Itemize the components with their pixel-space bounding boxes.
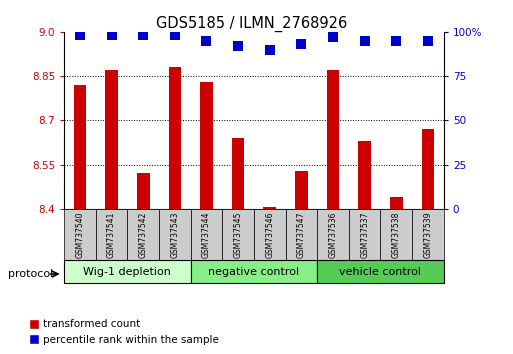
Point	[361, 38, 369, 44]
FancyBboxPatch shape	[286, 209, 317, 260]
Text: GSM737540: GSM737540	[75, 211, 85, 258]
FancyBboxPatch shape	[191, 209, 222, 260]
Text: GSM737546: GSM737546	[265, 211, 274, 258]
Bar	[422, 129, 434, 209]
Text: GSM737541: GSM737541	[107, 211, 116, 258]
Text: GSM737539: GSM737539	[423, 211, 432, 258]
Text: GDS5185 / ILMN_2768926: GDS5185 / ILMN_2768926	[156, 16, 347, 32]
Point	[107, 33, 115, 38]
Text: GSM737547: GSM737547	[297, 211, 306, 258]
FancyBboxPatch shape	[412, 209, 444, 260]
FancyBboxPatch shape	[254, 209, 286, 260]
Text: vehicle control: vehicle control	[340, 267, 422, 277]
Text: protocol: protocol	[8, 269, 53, 279]
Text: GSM737536: GSM737536	[328, 211, 338, 258]
Text: GSM737544: GSM737544	[202, 211, 211, 258]
Bar	[327, 70, 339, 209]
FancyBboxPatch shape	[96, 209, 127, 260]
FancyBboxPatch shape	[317, 209, 349, 260]
Point	[139, 33, 147, 38]
Point	[329, 34, 337, 40]
Point	[297, 41, 305, 47]
Text: GSM737545: GSM737545	[233, 211, 243, 258]
Point	[234, 43, 242, 49]
Point	[171, 33, 179, 38]
FancyBboxPatch shape	[191, 260, 317, 283]
Point	[424, 38, 432, 44]
Bar	[137, 173, 149, 209]
Bar	[105, 70, 118, 209]
Text: negative control: negative control	[208, 267, 300, 277]
Text: GSM737537: GSM737537	[360, 211, 369, 258]
Text: GSM737542: GSM737542	[139, 211, 148, 258]
Point	[76, 33, 84, 38]
Bar	[232, 138, 244, 209]
Bar	[295, 171, 308, 209]
FancyBboxPatch shape	[159, 209, 191, 260]
FancyBboxPatch shape	[222, 209, 254, 260]
FancyBboxPatch shape	[349, 209, 381, 260]
Legend: transformed count, percentile rank within the sample: transformed count, percentile rank withi…	[26, 315, 224, 349]
Point	[202, 38, 210, 44]
Bar	[168, 67, 181, 209]
FancyBboxPatch shape	[381, 209, 412, 260]
Bar	[263, 207, 276, 209]
Bar	[74, 85, 86, 209]
FancyBboxPatch shape	[64, 209, 96, 260]
FancyBboxPatch shape	[64, 260, 191, 283]
Bar	[390, 197, 403, 209]
FancyBboxPatch shape	[317, 260, 444, 283]
Point	[266, 47, 274, 52]
Text: GSM737538: GSM737538	[392, 211, 401, 258]
Point	[392, 38, 400, 44]
Bar	[358, 141, 371, 209]
Bar	[200, 82, 213, 209]
Text: Wig-1 depletion: Wig-1 depletion	[84, 267, 171, 277]
FancyBboxPatch shape	[127, 209, 159, 260]
Text: GSM737543: GSM737543	[170, 211, 180, 258]
